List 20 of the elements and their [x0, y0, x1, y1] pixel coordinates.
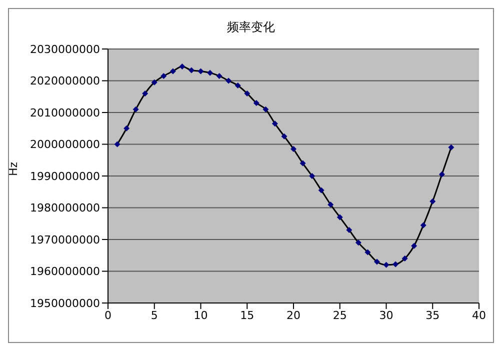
y-tick-label: 2010000000 [30, 106, 100, 120]
y-tick-label: 1980000000 [30, 202, 100, 215]
x-tick-label: 30 [379, 308, 394, 322]
x-tick-label: 35 [426, 308, 440, 322]
x-tick-label: 40 [472, 308, 486, 322]
y-tick-label: 1960000000 [30, 265, 100, 278]
x-tick-label: 15 [240, 308, 254, 322]
y-tick-label: 2020000000 [30, 74, 100, 88]
x-tick-label: 5 [150, 308, 158, 322]
chart-title: 频率变化 [226, 19, 276, 36]
x-tick-label: 0 [104, 308, 112, 322]
y-tick-label: 1990000000 [30, 170, 100, 183]
x-tick-label: 10 [194, 308, 208, 322]
x-tick-label: 20 [286, 308, 300, 322]
y-axis-title: Hz [6, 162, 20, 176]
y-tick-label: 2000000000 [30, 138, 100, 152]
y-tick-label: 1970000000 [30, 233, 100, 246]
x-tick-label: 25 [332, 308, 347, 322]
y-tick-label: 2030000000 [30, 42, 100, 56]
y-tick-label: 1950000000 [30, 296, 100, 310]
